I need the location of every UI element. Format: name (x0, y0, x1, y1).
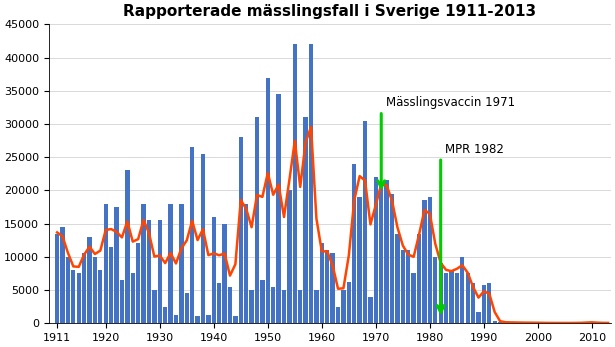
Bar (330, 253, 335, 323)
Bar (141, 204, 146, 323)
Bar (293, 44, 297, 323)
Bar (471, 283, 475, 323)
Bar (76, 273, 81, 323)
Bar (363, 121, 367, 323)
Bar (196, 316, 200, 323)
Bar (357, 197, 362, 323)
Bar (336, 306, 340, 323)
Bar (130, 273, 135, 323)
Bar (82, 253, 86, 323)
Bar (298, 290, 303, 323)
Bar (55, 234, 59, 323)
Bar (417, 234, 421, 323)
Bar (201, 154, 205, 323)
Bar (163, 306, 167, 323)
Bar (438, 263, 443, 323)
Bar (250, 290, 254, 323)
Bar (87, 237, 92, 323)
Bar (152, 290, 156, 323)
Bar (368, 297, 373, 323)
Bar (450, 270, 454, 323)
Bar (223, 223, 227, 323)
Bar (509, 322, 513, 323)
Bar (287, 191, 292, 323)
Bar (395, 234, 400, 323)
Bar (228, 287, 232, 323)
Bar (212, 217, 216, 323)
Bar (482, 285, 486, 323)
Text: Mässlingsvaccin 1971: Mässlingsvaccin 1971 (386, 96, 515, 109)
Bar (384, 180, 389, 323)
Bar (120, 280, 124, 323)
Bar (282, 290, 286, 323)
Bar (114, 207, 119, 323)
Bar (136, 244, 140, 323)
Bar (109, 247, 113, 323)
Bar (466, 273, 470, 323)
Bar (314, 290, 319, 323)
Bar (341, 290, 346, 323)
Bar (503, 322, 507, 323)
Bar (157, 220, 162, 323)
Text: MPR 1982: MPR 1982 (445, 143, 504, 156)
Bar (103, 204, 108, 323)
Bar (427, 197, 432, 323)
Bar (60, 227, 65, 323)
Bar (325, 250, 330, 323)
Bar (460, 257, 464, 323)
Bar (184, 293, 189, 323)
Bar (217, 283, 221, 323)
Bar (169, 204, 173, 323)
Bar (493, 321, 497, 323)
Bar (379, 184, 383, 323)
Bar (347, 282, 351, 323)
Bar (411, 273, 416, 323)
Bar (271, 287, 276, 323)
Bar (190, 147, 194, 323)
Bar (514, 322, 518, 323)
Bar (233, 316, 237, 323)
Bar (303, 117, 308, 323)
Bar (260, 280, 264, 323)
Bar (71, 270, 76, 323)
Bar (406, 250, 410, 323)
Bar (487, 283, 491, 323)
Bar (98, 270, 103, 323)
Bar (352, 164, 357, 323)
Bar (374, 177, 378, 323)
Title: Rapporterade mässlingsfall i Sverige 1911-2013: Rapporterade mässlingsfall i Sverige 191… (124, 4, 536, 19)
Bar (309, 44, 313, 323)
Bar (244, 204, 248, 323)
Bar (390, 194, 394, 323)
Bar (423, 200, 427, 323)
Bar (454, 273, 459, 323)
Bar (444, 273, 448, 323)
Bar (125, 170, 130, 323)
Bar (174, 315, 178, 323)
Bar (266, 78, 270, 323)
Bar (255, 117, 259, 323)
Bar (320, 244, 324, 323)
Bar (239, 137, 243, 323)
Bar (401, 250, 405, 323)
Bar (179, 204, 183, 323)
Bar (590, 322, 594, 323)
Bar (206, 315, 210, 323)
Bar (93, 257, 97, 323)
Bar (477, 312, 481, 323)
Bar (147, 220, 151, 323)
Bar (433, 257, 437, 323)
Bar (277, 94, 281, 323)
Bar (66, 257, 70, 323)
Bar (498, 322, 502, 323)
